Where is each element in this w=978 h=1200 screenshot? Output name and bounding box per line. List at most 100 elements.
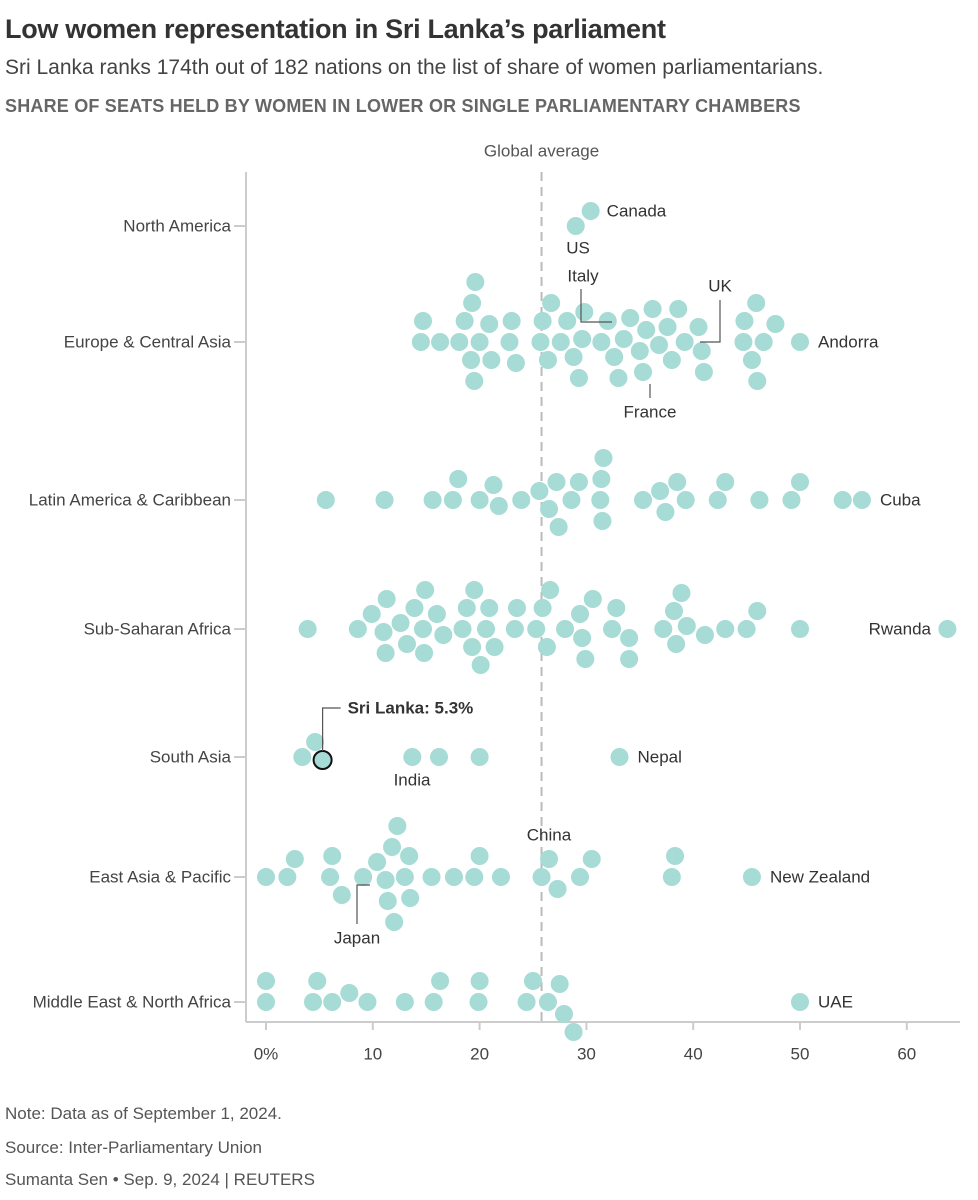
- data-point: [532, 868, 551, 886]
- data-point: [463, 294, 482, 312]
- data-point: [548, 880, 567, 898]
- data-point: [431, 972, 450, 990]
- data-point: [444, 868, 463, 886]
- data-point: [415, 644, 434, 662]
- data-point: [375, 491, 394, 509]
- data-point: [405, 599, 424, 617]
- data-point: [463, 638, 482, 656]
- data-point: [362, 605, 381, 623]
- label-layer: Sri Lanka: 5.3% Canada US Italy UK France Ando…: [322, 202, 932, 1012]
- data-point: [517, 993, 536, 1011]
- data-point: [791, 333, 809, 351]
- data-point: [527, 620, 546, 638]
- data-point: [668, 473, 687, 491]
- data-point: [378, 892, 397, 910]
- x-tick-label: 10: [363, 1045, 382, 1064]
- data-point: [491, 868, 510, 886]
- data-point: [620, 629, 639, 647]
- data-point: [530, 482, 549, 500]
- data-point: [735, 312, 754, 330]
- category-label: East Asia & Pacific: [89, 868, 231, 887]
- data-point: [278, 868, 297, 886]
- data-point: [782, 491, 801, 509]
- data-point: [470, 972, 489, 990]
- data-point: [581, 202, 600, 220]
- data-point: [605, 348, 624, 366]
- data-point: [482, 351, 501, 369]
- data-point: [566, 217, 585, 235]
- data-point: [470, 748, 489, 766]
- data-point: [614, 330, 633, 348]
- category-label: Europe & Central Asia: [64, 333, 232, 352]
- data-point: [466, 273, 485, 291]
- data-point: [662, 868, 681, 886]
- data-point: [643, 300, 662, 318]
- data-point: [477, 620, 496, 638]
- data-point: [583, 590, 602, 608]
- data-point: [293, 748, 312, 766]
- annotation-leader-line: [700, 300, 721, 343]
- data-point: [538, 993, 557, 1011]
- data-point: [570, 868, 589, 886]
- data-point: [630, 342, 649, 360]
- data-point: [395, 993, 414, 1011]
- data-point: [424, 993, 443, 1011]
- data-point: [505, 620, 524, 638]
- data-point: [708, 491, 727, 509]
- data-point: [569, 369, 588, 387]
- category-label: South Asia: [150, 748, 232, 767]
- annotation-label: Rwanda: [869, 620, 932, 639]
- x-tick-label: 60: [897, 1045, 916, 1064]
- data-point: [634, 491, 653, 509]
- data-point: [506, 354, 525, 372]
- data-point: [489, 497, 508, 515]
- data-point: [658, 318, 677, 336]
- data-point: [716, 620, 735, 638]
- data-point: [550, 975, 569, 993]
- data-point: [453, 620, 472, 638]
- highlight-label: Sri Lanka: 5.3%: [348, 699, 474, 718]
- data-point: [507, 599, 526, 617]
- data-point: [480, 599, 499, 617]
- data-point: [564, 348, 583, 366]
- data-point: [449, 470, 468, 488]
- data-point: [547, 473, 566, 491]
- data-point: [316, 491, 335, 509]
- data-point: [298, 620, 317, 638]
- data-point: [500, 333, 519, 351]
- data-point: [654, 620, 673, 638]
- data-point: [542, 294, 561, 312]
- data-point: [591, 491, 610, 509]
- category-label: North America: [123, 217, 231, 236]
- dot-layer: [257, 202, 957, 1041]
- data-point: [427, 605, 446, 623]
- data-point: [791, 993, 809, 1011]
- data-point: [470, 847, 489, 865]
- data-point: [303, 993, 322, 1011]
- data-point: [257, 868, 275, 886]
- data-point: [401, 889, 420, 907]
- data-point: [403, 748, 422, 766]
- annotation-label: UAE: [818, 993, 853, 1012]
- x-tick-label: 40: [684, 1045, 703, 1064]
- credit-line: Sumanta Sen • Sep. 9, 2024 | REUTERS: [5, 1170, 315, 1189]
- data-point: [533, 312, 552, 330]
- data-point: [669, 300, 688, 318]
- x-tick-label: 0%: [254, 1045, 279, 1064]
- data-point: [675, 333, 694, 351]
- data-point: [397, 635, 416, 653]
- data-point: [485, 638, 504, 656]
- data-point: [443, 491, 462, 509]
- data-point: [257, 993, 275, 1011]
- data-point: [672, 584, 691, 602]
- data-point: [594, 449, 613, 467]
- data-point: [480, 315, 499, 333]
- data-point: [592, 333, 611, 351]
- data-point: [385, 913, 404, 931]
- data-point: [734, 333, 753, 351]
- data-point: [512, 491, 531, 509]
- data-point: [662, 351, 681, 369]
- data-point: [376, 644, 395, 662]
- data-point: [348, 620, 367, 638]
- data-point: [434, 626, 453, 644]
